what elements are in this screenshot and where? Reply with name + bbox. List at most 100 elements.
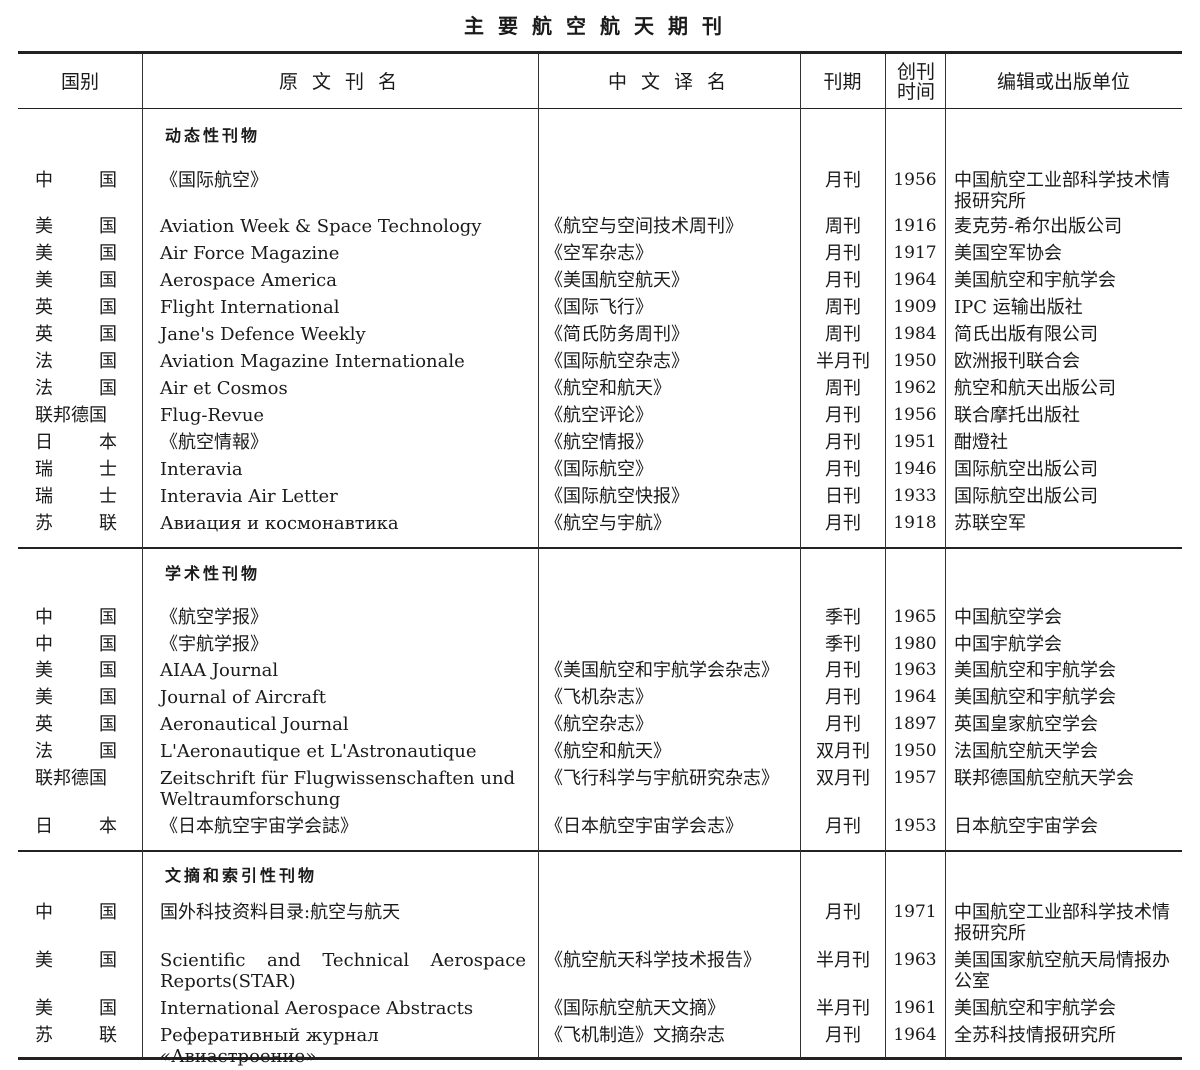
chinese-title-cell: 《航空与空间技术周刊》 — [545, 216, 743, 237]
original-title-cell: Air Force Magazine — [160, 243, 340, 264]
country-cell: 瑞士 — [35, 459, 117, 480]
frequency-cell: 周刊 — [825, 324, 861, 345]
country-char: 国 — [99, 902, 117, 923]
founded-year-cell: 1918 — [893, 513, 937, 533]
country-char: 国 — [99, 297, 117, 318]
country-char: 国 — [99, 687, 117, 708]
chinese-title-cell: 《国际航空航天文摘》 — [545, 998, 725, 1019]
country-cell: 中国 — [35, 902, 117, 923]
original-title-cell: L'Aeronautique et L'Astronautique — [160, 741, 477, 762]
original-title-cell: Scientific and Technical Aerospace Repor… — [160, 950, 526, 992]
publisher-cell: 国际航空出版公司 — [954, 459, 1098, 480]
country-char: 国 — [99, 741, 117, 762]
country-char: 国 — [99, 950, 117, 971]
frequency-cell: 周刊 — [825, 216, 861, 237]
founded-year-cell: 1963 — [893, 660, 937, 680]
country-char: 美 — [35, 243, 53, 264]
publisher-cell: 欧洲报刊联合会 — [954, 351, 1080, 372]
frequency-cell: 半月刊 — [816, 351, 870, 372]
frequency-cell: 周刊 — [825, 378, 861, 399]
founded-year-cell: 1953 — [893, 816, 937, 836]
country-cell: 日本 — [35, 432, 117, 453]
original-title-cell: Авиация и космонавтика — [160, 513, 399, 534]
country-char: 美 — [35, 660, 53, 681]
original-title-cell: Journal of Aircraft — [160, 687, 326, 708]
country-cell: 中国 — [35, 634, 117, 655]
country-char: 联 — [99, 513, 117, 534]
founded-year-cell: 1909 — [893, 297, 937, 317]
frequency-cell: 月刊 — [825, 1025, 861, 1046]
country-cell: 日本 — [35, 816, 117, 837]
chinese-title-cell: 《航空情报》 — [545, 432, 653, 453]
country-cell: 瑞士 — [35, 486, 117, 507]
chinese-title-cell: 《国际航空》 — [545, 459, 653, 480]
publisher-cell: 英国皇家航空学会 — [954, 714, 1098, 735]
country-char: 国 — [99, 607, 117, 628]
publisher-cell: 联邦德国航空航天学会 — [954, 768, 1134, 789]
publisher-cell: 中国航空工业部科学技术情报研究所 — [954, 902, 1170, 944]
founded-year-cell: 1950 — [893, 351, 937, 371]
publisher-cell: 全苏科技情报研究所 — [954, 1025, 1116, 1046]
country-char: 瑞 — [35, 486, 53, 507]
publisher-cell: 美国航空和宇航学会 — [954, 998, 1116, 1019]
publisher-cell: 简氏出版有限公司 — [954, 324, 1098, 345]
chinese-title-cell: 《国际飞行》 — [545, 297, 653, 318]
country-char: 士 — [99, 459, 117, 480]
country-cell: 美国 — [35, 270, 117, 291]
country-char: 美 — [35, 950, 53, 971]
founded-year-cell: 1961 — [893, 998, 937, 1018]
country-char: 国 — [99, 378, 117, 399]
country-cell: 苏联 — [35, 513, 117, 534]
header-country: 国别 — [60, 71, 99, 93]
publisher-cell: 中国宇航学会 — [954, 634, 1062, 655]
original-title-cell: International Aerospace Abstracts — [160, 998, 474, 1019]
country-char: 国 — [99, 170, 117, 191]
country-char: 国 — [99, 216, 117, 237]
original-title-cell: Реферативный журнал «Авиастроение» — [160, 1025, 379, 1067]
original-title-cell: Air et Cosmos — [160, 378, 288, 399]
original-title-cell: 《国际航空》 — [160, 170, 268, 191]
country-char: 国 — [99, 243, 117, 264]
country-char: 国 — [99, 998, 117, 1019]
original-title-cell: 《航空情報》 — [160, 432, 268, 453]
frequency-cell: 季刊 — [825, 634, 861, 655]
country-cell: 美国 — [35, 687, 117, 708]
country-char: 国 — [99, 714, 117, 735]
frequency-cell: 日刊 — [825, 486, 861, 507]
country-char: 中 — [35, 170, 53, 191]
chinese-title-cell: 《航空与宇航》 — [545, 513, 671, 534]
country-char: 美 — [35, 687, 53, 708]
chinese-title-cell: 《日本航空宇宙学会志》 — [545, 816, 743, 837]
country-cell: 联邦德国 — [35, 405, 107, 426]
publisher-cell: 航空和航天出版公司 — [954, 378, 1116, 399]
table-bottom-rule — [18, 1057, 1182, 1060]
column-divider — [885, 53, 886, 1058]
country-cell: 中国 — [35, 607, 117, 628]
country-cell: 法国 — [35, 741, 117, 762]
publisher-cell: 日本航空宇宙学会 — [954, 816, 1098, 837]
header-publisher: 编辑或出版单位 — [996, 71, 1130, 93]
country-cell: 英国 — [35, 297, 117, 318]
country-char: 英 — [35, 714, 53, 735]
founded-year-cell: 1962 — [893, 378, 937, 398]
country-char: 法 — [35, 378, 53, 399]
section-rule — [18, 850, 1182, 852]
country-char: 国 — [99, 324, 117, 345]
chinese-title-cell: 《航空评论》 — [545, 405, 653, 426]
country-cell: 美国 — [35, 243, 117, 264]
chinese-title-cell: 《航空航天科学技术报告》 — [545, 950, 761, 971]
chinese-title-cell: 《航空和航天》 — [545, 741, 671, 762]
founded-year-cell: 1933 — [893, 486, 937, 506]
frequency-cell: 月刊 — [825, 243, 861, 264]
header-rule — [18, 108, 1182, 109]
country-char: 国 — [99, 270, 117, 291]
publisher-cell: 麦克劳-希尔出版公司 — [954, 216, 1123, 237]
country-char: 联 — [99, 1025, 117, 1046]
original-title-cell: 国外科技资料目录:航空与航天 — [160, 902, 401, 923]
country-cell: 美国 — [35, 216, 117, 237]
publisher-cell: 中国航空学会 — [954, 607, 1062, 628]
original-title-cell: Flug-Revue — [160, 405, 265, 426]
founded-year-cell: 1951 — [893, 432, 937, 452]
publisher-cell: 苏联空军 — [954, 513, 1026, 534]
country-cell: 中国 — [35, 170, 117, 191]
